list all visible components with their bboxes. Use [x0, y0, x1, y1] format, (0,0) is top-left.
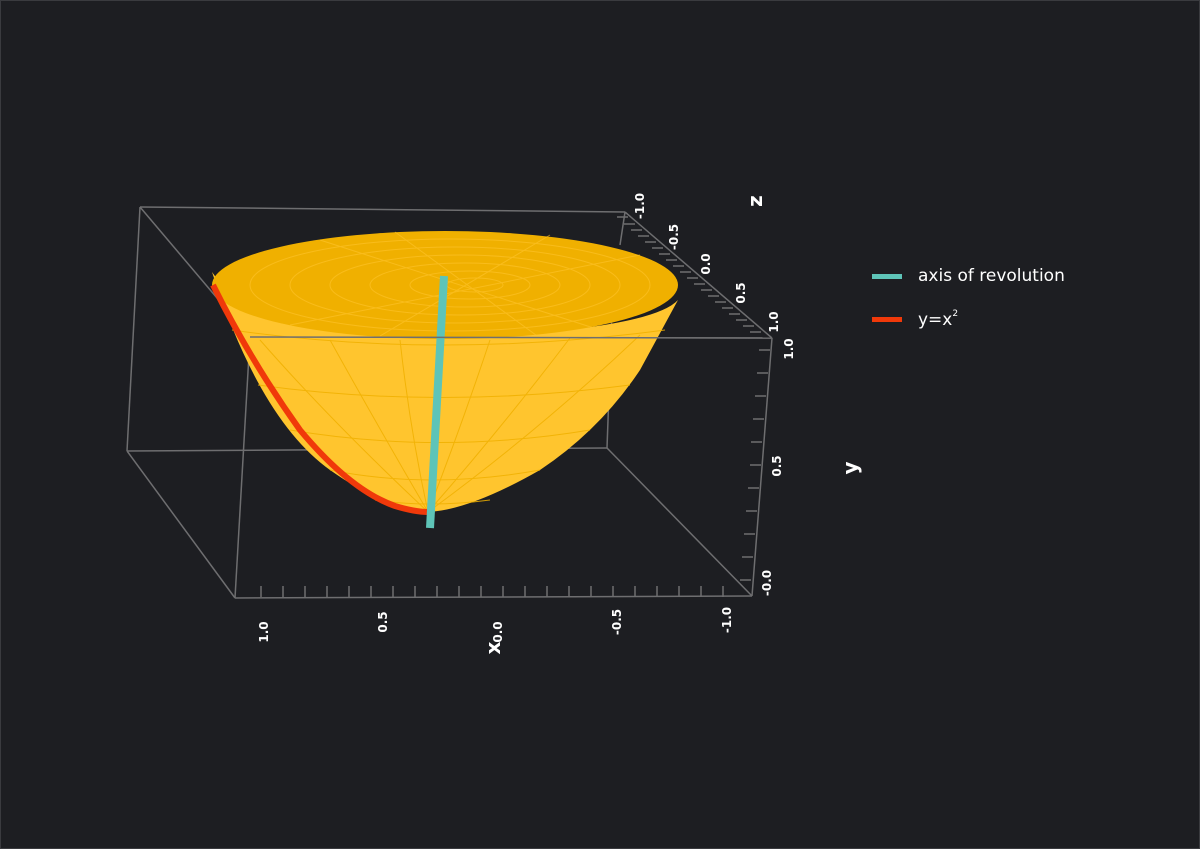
- svg-text:0.5: 0.5: [770, 455, 784, 476]
- z-axis-tick-labels: -1.0 -0.5 0.0 0.5 1.0: [633, 193, 781, 333]
- svg-text:-1.0: -1.0: [720, 607, 734, 633]
- x-axis-tick-labels: 1.0 0.5 0.0 -0.5 -1.0: [257, 607, 734, 643]
- svg-text:0.5: 0.5: [376, 611, 390, 632]
- svg-text:-1.0: -1.0: [633, 193, 647, 219]
- svg-text:0.0: 0.0: [699, 253, 713, 274]
- legend-swatch-teal: [872, 273, 902, 279]
- svg-text:1.0: 1.0: [257, 621, 271, 642]
- legend-label: axis of revolution: [918, 266, 1065, 286]
- svg-text:1.0: 1.0: [782, 338, 796, 359]
- y-axis-title: y: [838, 461, 862, 474]
- legend-item-curve[interactable]: y=x2: [872, 305, 1065, 333]
- axis-of-revolution-line: [426, 275, 448, 529]
- z-axis-ticks: [617, 216, 761, 333]
- y-axis-tick-labels: -0.0 0.5 1.0: [760, 338, 796, 596]
- legend-item-axis-of-revolution[interactable]: axis of revolution: [872, 262, 1065, 290]
- legend: axis of revolution y=x2: [872, 262, 1065, 348]
- svg-text:-0.0: -0.0: [760, 570, 774, 596]
- z-axis-title: z: [743, 195, 767, 207]
- front-top-edge: [249, 336, 773, 339]
- x-axis-ticks: [260, 586, 724, 597]
- curve-y-equals-x-squared: [210, 283, 429, 515]
- svg-text:0.0: 0.0: [491, 621, 505, 642]
- legend-label: y=x2: [918, 308, 959, 330]
- x-axis-title: x: [481, 641, 505, 654]
- svg-text:-0.5: -0.5: [667, 224, 681, 250]
- svg-text:1.0: 1.0: [767, 311, 781, 332]
- paraboloid-surface: [212, 231, 678, 513]
- y-axis-ticks: [740, 349, 770, 581]
- svg-text:0.5: 0.5: [734, 282, 748, 303]
- legend-swatch-red: [872, 316, 902, 322]
- svg-text:-0.5: -0.5: [610, 609, 624, 635]
